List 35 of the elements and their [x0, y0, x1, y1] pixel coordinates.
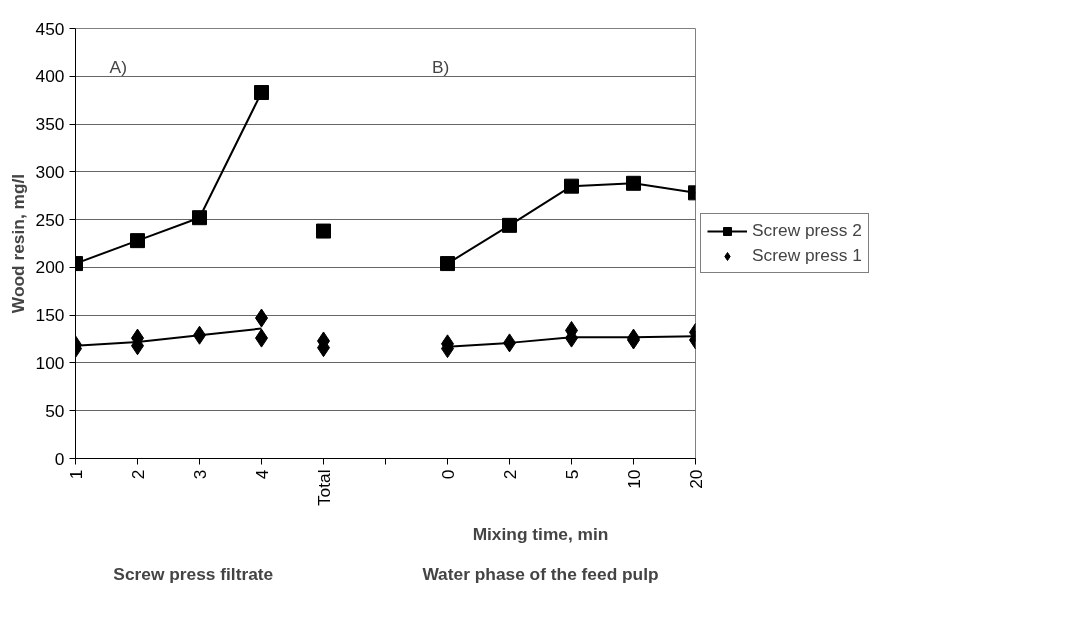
y-tick-label: 350: [35, 114, 65, 135]
y-tick-label: 100: [35, 352, 65, 373]
y-tick-label: 400: [35, 66, 65, 87]
x-tick-label: Total: [313, 469, 334, 507]
x-tick-label: 20: [685, 469, 706, 489]
text: Mixing time, min: [472, 523, 609, 544]
y-axis-title: Wood resin, mg/l: [7, 173, 28, 314]
y-tick-label: 250: [35, 209, 65, 230]
text: Screw press filtrate: [113, 563, 274, 584]
x-tick-label: 2: [499, 469, 520, 480]
x-tick-label: 4: [251, 469, 272, 480]
point: [502, 217, 517, 233]
y-tick-label: 200: [35, 257, 65, 278]
x-tick-label: 10: [623, 469, 644, 489]
point: [564, 178, 579, 194]
annotation: B): [432, 56, 450, 77]
x-tick-label: 1: [65, 469, 86, 480]
y-tick-label: 450: [35, 18, 65, 39]
x-tick-label: 3: [189, 469, 210, 480]
y-tick-label: 150: [35, 305, 65, 326]
point: [130, 233, 145, 249]
point: [440, 256, 455, 272]
x-tick-label: 0: [437, 469, 458, 480]
point: [192, 210, 207, 226]
legend-label: Screw press 2: [752, 220, 862, 241]
legend-label: Screw press 1: [752, 245, 862, 266]
point: [254, 85, 269, 101]
y-tick-label: 50: [45, 400, 65, 421]
x-tick-label: 5: [561, 469, 582, 480]
x-tick-label: 2: [127, 469, 148, 480]
text: Water phase of the feed pulp: [422, 563, 659, 584]
point: [316, 223, 331, 239]
y-tick-label: 300: [35, 161, 65, 182]
annotation: A): [109, 56, 127, 77]
point: [626, 175, 641, 191]
